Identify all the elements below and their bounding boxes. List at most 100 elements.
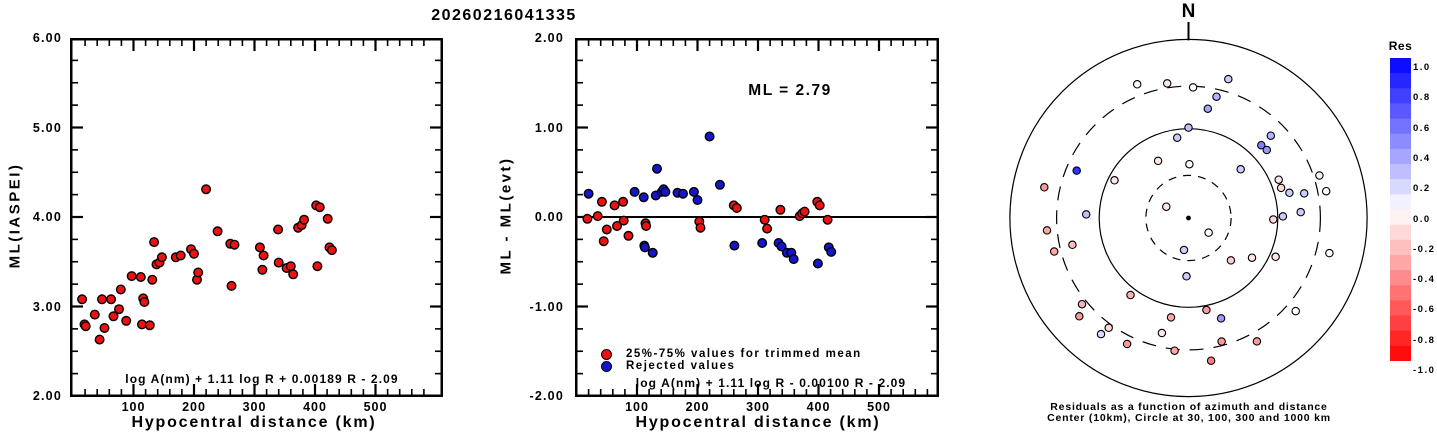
colorbar-segment — [1390, 224, 1411, 241]
x-tick-label: 400 — [806, 400, 831, 414]
ml-data-point — [149, 237, 160, 248]
colorbar-segment — [1390, 133, 1411, 150]
polar-residual-point — [1081, 210, 1091, 219]
colorbar-segment — [1390, 239, 1411, 256]
residual-data-point — [618, 196, 629, 207]
polar-residual-point — [1179, 245, 1189, 255]
colorbar-tick-label: 0.2 — [1413, 183, 1431, 195]
polar-residual-point — [1077, 299, 1087, 309]
residual-data-point — [612, 220, 623, 231]
trimmed-mean-legend-dot — [601, 349, 612, 360]
distance-ring-30km — [1145, 174, 1232, 262]
polar-residual-point — [1042, 226, 1052, 235]
ml-data-point — [273, 257, 284, 268]
polar-residual-point — [1072, 166, 1081, 175]
residual-data-point — [695, 222, 706, 233]
residual-data-point — [598, 236, 609, 247]
ml-data-point — [115, 284, 126, 295]
ml-data-point — [314, 202, 325, 213]
x-tick-label: 200 — [685, 400, 710, 414]
polar-caption-line2: Center (10km), Circle at 30, 100, 300 an… — [1047, 412, 1331, 424]
ml-data-point — [299, 214, 310, 225]
polar-residual-point — [1285, 188, 1294, 198]
residual-data-point — [638, 192, 649, 203]
y-tick-label: 1.00 — [534, 120, 564, 135]
colorbar-segment — [1390, 345, 1411, 361]
residual-data-point — [799, 206, 810, 217]
ml-data-point — [257, 264, 268, 275]
middle-magnitude-formula: log A(nm) + 1.11 log R - 0.00100 R - 2.0… — [635, 376, 907, 390]
ml-data-point — [77, 294, 88, 305]
residual-data-point — [639, 242, 650, 253]
polar-residual-point — [1274, 175, 1283, 184]
event-magnitude-annotation: ML = 2.79 — [748, 82, 832, 99]
residual-data-point — [729, 240, 740, 251]
polar-residual-point — [1184, 123, 1193, 132]
residual-data-point — [641, 220, 652, 231]
y-tick-label: 6.00 — [32, 31, 62, 45]
residual-data-point — [660, 186, 671, 197]
polar-residual-point — [1325, 248, 1334, 258]
polar-caption-line1: Residuals as a function of azimuth and d… — [1050, 401, 1328, 413]
residual-colorbar — [1390, 58, 1411, 361]
ml-data-point — [193, 267, 204, 278]
polar-residual-point — [1271, 252, 1280, 262]
colorbar-segment — [1390, 194, 1411, 210]
polar-residual-point — [1224, 74, 1233, 84]
colorbar-tick-label: -0.8 — [1413, 334, 1436, 346]
polar-residual-point — [1122, 339, 1132, 349]
colorbar-segment — [1390, 58, 1411, 74]
residual-data-point — [623, 230, 634, 241]
colorbar-segment — [1390, 118, 1411, 135]
residual-data-point — [759, 214, 770, 225]
polar-residual-point — [1075, 312, 1084, 321]
polar-residual-point — [1166, 313, 1176, 322]
polar-residual-point — [1276, 183, 1286, 193]
polar-residual-point — [1110, 176, 1119, 185]
x-tick-label: 200 — [182, 400, 206, 414]
colorbar-segment — [1390, 179, 1411, 195]
ml-data-point — [156, 252, 167, 263]
residual-data-point — [592, 211, 603, 222]
polar-residual-point — [1132, 80, 1142, 89]
epicenter-dot — [1186, 215, 1191, 221]
polar-residual-point — [1188, 83, 1198, 92]
residual-data-point — [582, 213, 593, 224]
colorbar-tick-label: 0.4 — [1413, 152, 1431, 164]
x-tick-label: 400 — [303, 400, 327, 414]
polar-residual-point — [1206, 356, 1216, 365]
colorbar-tick-label: -0.2 — [1413, 243, 1436, 255]
trimmed-mean-legend-label: 25%-75% values for trimmed mean — [626, 348, 862, 360]
residual-data-point — [731, 202, 742, 213]
polar-residual-point — [1153, 156, 1163, 166]
colorbar-tick-label: 0.6 — [1413, 122, 1431, 134]
ml-data-point — [121, 315, 132, 326]
polar-residual-point — [1104, 323, 1113, 333]
y-tick-label: 3.00 — [32, 299, 62, 314]
polar-residual-point — [1040, 183, 1049, 192]
polar-residual-point — [1170, 346, 1179, 355]
x-tick-label: 100 — [625, 400, 649, 414]
polar-residual-point — [1266, 131, 1276, 140]
ml-data-point — [322, 213, 333, 224]
residual-data-point — [629, 186, 640, 197]
polar-residual-point — [1202, 305, 1211, 315]
polar-residual-point — [1203, 104, 1213, 113]
ml-data-point — [106, 294, 117, 305]
polar-residual-point — [1068, 240, 1077, 250]
polar-residual-point — [1262, 145, 1272, 155]
colorbar-tick-label: 1.0 — [1413, 62, 1431, 73]
x-tick-label: 500 — [363, 400, 388, 414]
y-tick-label: 2.00 — [534, 31, 564, 45]
colorbar-title: Res — [1388, 39, 1413, 53]
y-tick-label: 0.00 — [534, 210, 564, 224]
ml-data-point — [126, 271, 137, 282]
colorbar-tick-label: 0.0 — [1413, 213, 1431, 225]
residual-data-point — [688, 186, 699, 197]
ml-data-point — [201, 184, 212, 195]
polar-residual-point — [1182, 272, 1191, 281]
ml-data-point — [226, 280, 237, 291]
ml-data-point — [144, 320, 155, 331]
north-label: N — [1181, 1, 1196, 22]
